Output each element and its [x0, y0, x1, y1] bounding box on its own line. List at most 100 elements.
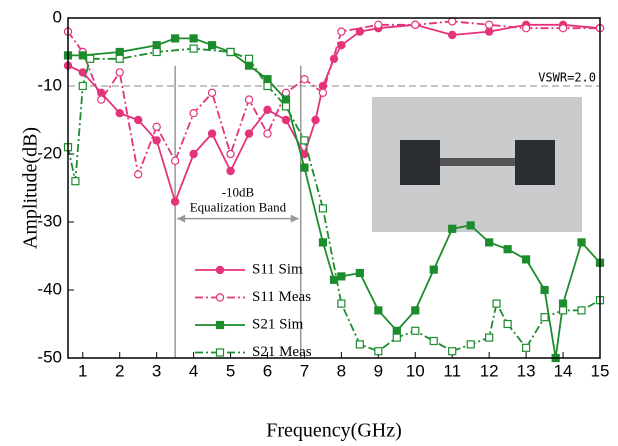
legend-label: S11 Sim — [252, 261, 303, 277]
marker — [448, 224, 457, 233]
marker — [189, 149, 198, 159]
marker — [115, 47, 124, 57]
band-label: -10dB — [222, 185, 255, 200]
marker — [115, 68, 124, 77]
y-axis-label: Amplitude(dB) — [20, 127, 42, 249]
marker — [411, 306, 420, 315]
marker — [152, 136, 161, 145]
marker — [522, 343, 531, 352]
marker — [281, 115, 291, 125]
marker — [78, 51, 87, 60]
reference-label: VSWR=2.0 — [538, 71, 596, 85]
marker — [484, 20, 494, 29]
marker — [318, 238, 328, 247]
legend-label: S21 Meas — [252, 344, 312, 360]
marker — [374, 306, 383, 315]
marker — [244, 129, 254, 138]
marker — [577, 306, 586, 315]
marker — [485, 333, 494, 342]
marker — [152, 47, 161, 57]
x-tick-label: 12 — [480, 361, 499, 380]
marker — [300, 136, 309, 145]
marker — [485, 238, 494, 247]
marker — [355, 340, 364, 349]
x-tick-label: 3 — [152, 361, 161, 380]
marker — [577, 238, 586, 247]
marker — [263, 105, 272, 115]
photo-antenna — [400, 140, 440, 185]
marker — [189, 44, 198, 53]
marker — [71, 177, 80, 186]
marker — [466, 340, 475, 349]
marker — [263, 81, 272, 91]
marker — [522, 255, 531, 264]
marker — [558, 306, 568, 315]
marker — [392, 333, 401, 342]
marker — [133, 170, 143, 179]
marker — [170, 156, 180, 165]
y-tick-label: -30 — [37, 211, 62, 230]
marker — [448, 347, 457, 356]
marker — [558, 24, 568, 33]
y-tick-label: -50 — [37, 347, 62, 366]
legend-marker — [215, 293, 225, 302]
x-tick-label: 9 — [374, 361, 383, 380]
marker — [503, 319, 512, 329]
marker — [374, 20, 383, 29]
marker — [133, 115, 143, 125]
marker — [263, 129, 272, 138]
marker — [411, 20, 420, 29]
x-tick-label: 8 — [337, 361, 346, 380]
marker — [558, 299, 568, 308]
marker — [152, 41, 161, 50]
marker — [429, 265, 438, 274]
legend-label: S21 Sim — [252, 316, 304, 332]
marker — [244, 95, 254, 104]
marker — [392, 326, 401, 335]
marker — [226, 166, 235, 176]
legend-marker — [215, 265, 225, 275]
marker — [207, 41, 217, 50]
marker — [281, 95, 291, 104]
marker — [97, 95, 106, 104]
marker — [281, 88, 291, 98]
marker — [337, 299, 346, 308]
y-tick-label: -10 — [37, 75, 62, 94]
x-tick-label: 2 — [115, 361, 124, 380]
marker — [503, 245, 512, 254]
marker — [448, 30, 457, 40]
marker — [226, 47, 235, 57]
marker — [171, 34, 180, 43]
y-tick-label: -40 — [37, 279, 62, 298]
marker — [318, 88, 328, 98]
marker — [115, 108, 124, 118]
legend-marker — [215, 320, 225, 330]
photo-antenna — [515, 140, 555, 185]
photo-strip — [440, 158, 515, 166]
marker — [337, 41, 346, 50]
marker — [115, 54, 124, 63]
band-label: Equalization Band — [190, 200, 287, 215]
x-tick-label: 1 — [78, 361, 87, 380]
x-tick-label: 5 — [226, 361, 235, 380]
marker — [170, 197, 180, 206]
plot-frame — [67, 17, 601, 359]
marker — [207, 88, 217, 98]
marker — [318, 204, 328, 213]
marker — [300, 74, 309, 84]
marker — [189, 34, 198, 43]
x-tick-label: 11 — [443, 361, 461, 380]
y-tick-label: 0 — [53, 7, 62, 26]
x-tick-label: 7 — [300, 361, 309, 380]
marker — [337, 27, 346, 36]
legend-label: S11 Meas — [252, 289, 311, 305]
marker — [226, 149, 235, 159]
marker — [374, 347, 383, 356]
marker — [355, 268, 364, 278]
marker — [492, 299, 501, 308]
marker — [207, 129, 217, 138]
x-tick-label: 6 — [263, 361, 272, 380]
marker — [466, 221, 475, 230]
marker — [300, 163, 309, 172]
